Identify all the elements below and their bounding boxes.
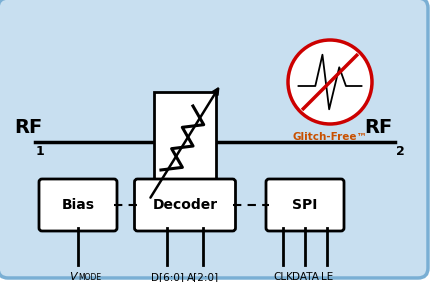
Text: 2: 2 [396,145,405,158]
Text: LE: LE [321,272,333,282]
Text: RF: RF [365,118,393,137]
FancyBboxPatch shape [39,179,117,231]
Text: RF: RF [14,118,42,137]
Text: MODE: MODE [78,273,101,282]
Text: D[6:0]: D[6:0] [150,272,184,282]
Bar [154,92,216,192]
Text: Decoder: Decoder [152,198,218,212]
Text: 1: 1 [36,145,45,158]
Text: Bias: Bias [61,198,95,212]
Text: DATA: DATA [292,272,318,282]
FancyBboxPatch shape [266,179,344,231]
Text: Glitch-Free™: Glitch-Free™ [292,132,368,142]
Text: SPI: SPI [292,198,318,212]
Circle shape [288,40,372,124]
FancyBboxPatch shape [134,179,235,231]
FancyBboxPatch shape [0,0,428,278]
Text: A[2:0]: A[2:0] [187,272,219,282]
Text: CLK: CLK [273,272,293,282]
Text: V: V [70,272,77,282]
